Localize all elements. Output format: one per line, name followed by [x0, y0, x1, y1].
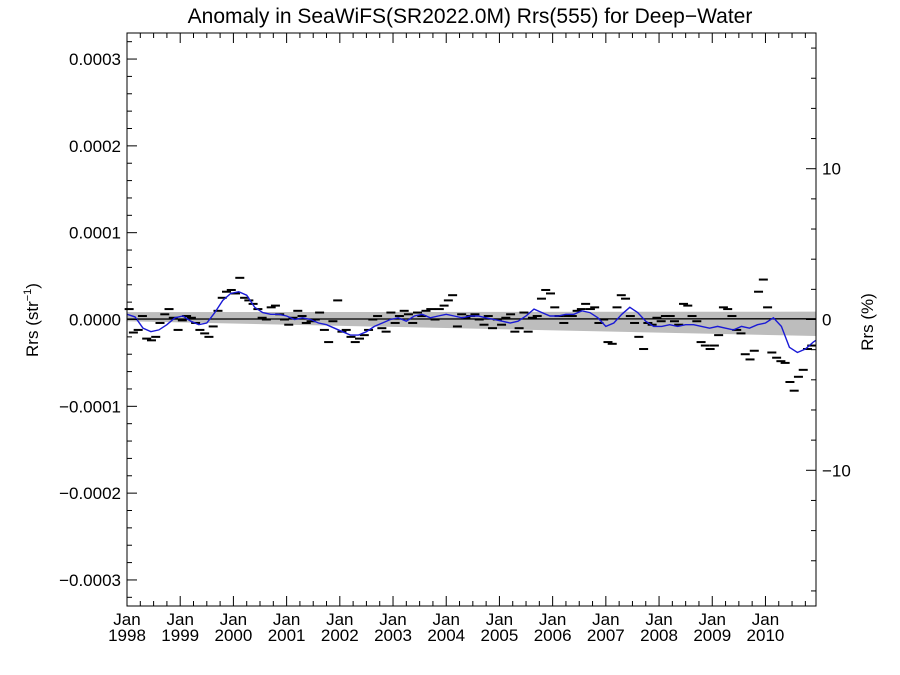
y-axis-left-title-base: Rrs (str [23, 301, 42, 357]
monthly-anomaly-layer [124, 276, 817, 392]
y-axis-left: 0.0003 0.0002 0.0001 0.0000 −0.0001 −0.0002 −0… [59, 41, 137, 598]
confidence-band [127, 311, 816, 336]
x-tick-month-label: Jan [645, 610, 672, 629]
x-tick-year-label: 2010 [747, 626, 785, 645]
x-tick-year-label: 2004 [427, 626, 465, 645]
x-tick-year-label: 2003 [374, 626, 412, 645]
x-tick-year-label: 1998 [108, 626, 146, 645]
y-right-tick-label: 0 [822, 311, 831, 330]
x-tick-month-label: Jan [699, 610, 726, 629]
y-axis-right-title: Rrs (%) [858, 293, 877, 351]
x-axis: Jan1998Jan1999Jan2000Jan2001Jan2002Jan20… [108, 33, 806, 645]
y-left-tick-label: 0.0003 [69, 50, 121, 69]
x-tick-month-label: Jan [326, 610, 353, 629]
y-left-tick-label: −0.0002 [59, 484, 121, 503]
x-tick-month-label: Jan [220, 610, 247, 629]
y-left-tick-label: −0.0001 [59, 397, 121, 416]
x-tick-year-label: 2002 [321, 626, 359, 645]
chart-title: Anomaly in SeaWiFS(SR2022.0M) Rrs(555) f… [188, 5, 753, 28]
x-tick-year-label: 2000 [214, 626, 252, 645]
x-tick-month-label: Jan [486, 610, 513, 629]
y-axis-left-title-close: ) [23, 283, 42, 289]
x-tick-year-label: 2005 [481, 626, 519, 645]
smoothed-anomaly-line [126, 290, 817, 354]
x-tick-month-label: Jan [166, 610, 193, 629]
y-axis-left-title: Rrs (str−1) [22, 283, 42, 357]
x-tick-year-label: 2001 [268, 626, 306, 645]
confidence-band-layer [127, 311, 816, 336]
y-right-tick-label: 10 [822, 160, 841, 179]
x-tick-year-label: 1999 [161, 626, 199, 645]
y-left-tick-label: −0.0003 [59, 571, 121, 590]
x-tick-month-label: Jan [273, 610, 300, 629]
y-left-tick-label: 0.0002 [69, 137, 121, 156]
y-left-tick-label: 0.0000 [69, 311, 121, 330]
x-tick-month-label: Jan [379, 610, 406, 629]
y-axis-left-title-sup: −1 [22, 289, 34, 302]
y-left-tick-label: 0.0001 [69, 224, 121, 243]
smoothed-anomaly-layer [126, 290, 817, 354]
x-tick-month-label: Jan [113, 610, 140, 629]
x-tick-month-label: Jan [433, 610, 460, 629]
x-tick-month-label: Jan [592, 610, 619, 629]
x-tick-year-label: 2009 [693, 626, 731, 645]
y-axis-right: 10 0 −10 [806, 47, 851, 592]
x-tick-year-label: 2006 [534, 626, 572, 645]
x-tick-year-label: 2007 [587, 626, 625, 645]
x-tick-month-label: Jan [539, 610, 566, 629]
x-tick-month-label: Jan [752, 610, 779, 629]
y-right-tick-label: −10 [822, 461, 851, 480]
x-tick-year-label: 2008 [640, 626, 678, 645]
